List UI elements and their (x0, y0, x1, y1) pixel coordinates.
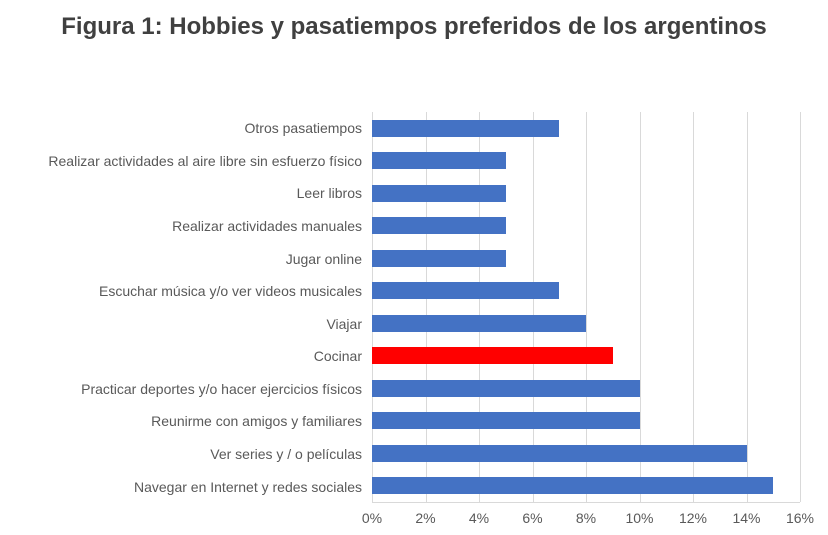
category-label: Otros pasatiempos (244, 120, 363, 137)
bar-row (372, 437, 800, 470)
category-label: Navegar en Internet y redes sociales (133, 478, 362, 495)
gridline (372, 112, 373, 502)
x-axis-tick-label: 12% (678, 510, 708, 526)
chart-page: { "figure": { "title": "Figura 1: Hobbie… (0, 10, 828, 535)
bar-chart: Otros pasatiempos Realizar actividades al… (6, 112, 814, 531)
bar-row (372, 470, 800, 503)
gridline (479, 112, 480, 502)
gridline (693, 112, 694, 502)
bar-highlighted (372, 347, 613, 365)
bar-row (372, 340, 800, 373)
x-axis-tick-label: 0% (361, 510, 383, 526)
bar (372, 444, 747, 462)
bar (372, 477, 774, 495)
bar-row (372, 275, 800, 308)
x-axis-tick-label: 10% (625, 510, 654, 526)
x-axis: 0% 2% 4% 6% 8% 10% 12% 14% 16% (362, 503, 814, 531)
bar (372, 119, 560, 137)
category-label: Jugar online (285, 250, 362, 267)
x-axis-tick-label: 8% (575, 510, 597, 526)
bar-row (372, 112, 800, 145)
category-label: Viajar (326, 315, 362, 332)
bar-row (372, 405, 800, 438)
gridline (746, 112, 748, 502)
category-label: Escuchar música y/o ver videos musicales (99, 283, 362, 300)
bar-row (372, 242, 800, 275)
gridline (586, 112, 587, 502)
x-axis-tick-label: 14% (732, 510, 761, 526)
bar (372, 314, 586, 332)
bar (372, 249, 506, 267)
category-label: Realizar actividades manuales (172, 218, 362, 235)
gridline (425, 112, 427, 502)
bar-row (372, 210, 800, 243)
bar-row (372, 145, 800, 178)
gridline (800, 112, 801, 502)
bar (372, 152, 506, 170)
x-axis-tick-label: 6% (522, 510, 543, 526)
bar (372, 184, 506, 202)
x-axis-tick-label: 16% (785, 510, 815, 526)
bar-row (372, 307, 800, 340)
gridlines (372, 112, 801, 502)
bar (372, 379, 640, 397)
category-label: Leer libros (296, 185, 362, 202)
plot-row: Otros pasatiempos Realizar actividades al… (6, 112, 801, 503)
chart-title: Figura 1: Hobbies y pasatiempos preferid… (61, 13, 767, 40)
bars (372, 112, 800, 502)
x-axis-tick-label: 4% (468, 510, 490, 526)
bar-row (372, 372, 800, 405)
gridline (532, 112, 534, 502)
x-axis-tick-label: 2% (415, 510, 436, 526)
plot-area (372, 112, 801, 503)
gridline (639, 112, 641, 502)
category-label: Reunirme con amigos y familiares (151, 413, 362, 430)
bar (372, 217, 506, 235)
category-label: Ver series y / o películas (210, 446, 362, 463)
category-label: Realizar actividades al aire libre sin e… (48, 152, 362, 169)
category-label: Cocinar (313, 348, 362, 365)
bar (372, 412, 640, 430)
bar-row (372, 177, 800, 210)
category-label: Practicar deportes y/o hacer ejercicios … (81, 380, 362, 397)
bar (372, 282, 560, 300)
x-axis-spacer (6, 503, 372, 531)
category-labels: Otros pasatiempos Realizar actividades al… (6, 112, 372, 503)
x-axis-row: 0% 2% 4% 6% 8% 10% 12% 14% 16% (6, 503, 814, 531)
